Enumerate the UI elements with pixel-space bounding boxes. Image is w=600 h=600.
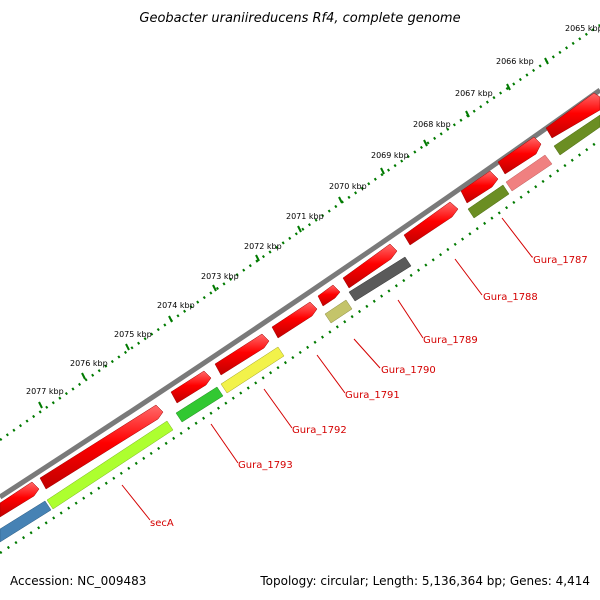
forward-cds-feature: [271, 301, 318, 339]
forward-cds-feature: [39, 404, 164, 490]
feature-block-olive: [467, 184, 510, 219]
feature-block-gray: [348, 256, 412, 302]
ruler-ticks: [38, 57, 549, 409]
ruler-tick: [38, 401, 43, 409]
tick-label: 2066 kbp: [496, 57, 534, 66]
forward-cds-feature: [460, 170, 499, 204]
ruler-tick: [297, 225, 302, 233]
tick-label: 2074 kbp: [157, 301, 195, 310]
feature-block-lime: [46, 420, 174, 510]
ruler-tick: [544, 57, 549, 65]
gene-label: Gura_1793: [238, 460, 293, 471]
feature-block-blue: [0, 500, 52, 543]
forward-cds-feature: [317, 284, 341, 307]
map-title: Geobacter uraniireducens Rf4, complete g…: [139, 11, 460, 26]
leader-line: [397, 299, 424, 339]
leader-line: [121, 484, 151, 521]
forward-cds-feature: [0, 481, 40, 518]
ruler-tick: [380, 167, 385, 175]
tick-label: 2069 kbp: [371, 151, 409, 160]
tick-label: 2065 kbp: [565, 24, 600, 33]
forward-cds-feature: [403, 201, 459, 246]
gene-label: Gura_1787: [533, 255, 588, 266]
tick-label: 2071 kbp: [286, 212, 324, 221]
leader-line: [316, 354, 346, 394]
ruler-tick: [338, 196, 343, 204]
ruler-tick: [168, 315, 173, 323]
tick-label: 2073 kbp: [201, 272, 239, 281]
kbp-ruler-inner: [0, 138, 600, 555]
tick-label: 2077 kbp: [26, 387, 64, 396]
ruler-tick: [255, 254, 260, 262]
ruler-tick: [423, 139, 428, 147]
ruler-tick: [506, 83, 511, 91]
forward-cds-feature: [545, 92, 600, 139]
forward-cds-feature: [170, 370, 212, 404]
forward-cds-feature: [342, 243, 398, 289]
gene-label: Gura_1792: [292, 425, 347, 436]
ruler-tick: [465, 110, 470, 118]
tick-label: 2072 kbp: [244, 242, 282, 251]
leader-line: [501, 217, 533, 258]
genome-info-label: Topology: circular; Length: 5,136,364 bp…: [260, 574, 590, 588]
accession-label: Accession: NC_009483: [10, 574, 147, 588]
feature-block-olive: [553, 114, 600, 156]
feature-block-khaki: [324, 299, 353, 324]
ruler-tick: [125, 343, 130, 351]
leader-line: [353, 338, 381, 369]
feature-block-yellow: [220, 346, 285, 394]
tick-label: 2076 kbp: [70, 359, 108, 368]
gene-label: Gura_1789: [423, 335, 478, 346]
feature-block-green: [175, 386, 224, 423]
kbp-ruler-outer: [0, 23, 600, 442]
forward-cds-track: [0, 92, 600, 518]
tick-label: 2068 kbp: [413, 120, 451, 129]
leader-line: [263, 388, 293, 429]
forward-cds-feature: [497, 136, 542, 175]
gene-label: secA: [150, 518, 174, 529]
tick-label: 2070 kbp: [329, 182, 367, 191]
feature-block-pink: [505, 154, 553, 192]
gene-label: Gura_1791: [345, 390, 400, 401]
gene-label: Gura_1788: [483, 292, 538, 303]
tick-label: 2075 kbp: [114, 330, 152, 339]
gene-label: Gura_1790: [381, 365, 436, 376]
forward-cds-feature: [214, 333, 270, 376]
leader-line: [210, 423, 239, 464]
leader-line: [454, 258, 483, 296]
colored-feature-track: [0, 114, 600, 543]
ruler-tick: [81, 372, 86, 380]
label-leader-lines: [121, 217, 533, 521]
ruler-tick: [212, 284, 217, 292]
tick-label: 2067 kbp: [455, 89, 493, 98]
